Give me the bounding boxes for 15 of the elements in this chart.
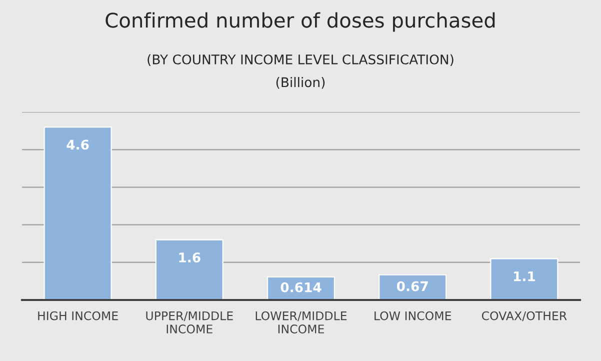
x-tick-label: COVAX/OTHER xyxy=(482,311,567,322)
x-tick-label: UPPER/MIDDLE INCOME xyxy=(146,311,233,334)
chart-subtitle: (BY COUNTRY INCOME LEVEL CLASSIFICATION) (Billion) xyxy=(148,54,454,89)
data-label: 1.6 xyxy=(179,252,200,262)
bar xyxy=(44,126,112,300)
bar xyxy=(155,239,224,300)
chart-title: Confirmed number of doses purchased xyxy=(106,12,495,32)
x-tick-label: LOWER/MIDDLE INCOME xyxy=(256,311,347,334)
data-label: 0.67 xyxy=(396,281,428,292)
bar xyxy=(490,258,558,300)
data-label: 1.1 xyxy=(514,271,535,282)
data-label: 0.614 xyxy=(280,282,322,292)
data-label: 4.6 xyxy=(66,140,89,150)
x-tick-label: LOW INCOME xyxy=(374,311,452,320)
x-tick-label: HIGH INCOME xyxy=(38,311,118,320)
